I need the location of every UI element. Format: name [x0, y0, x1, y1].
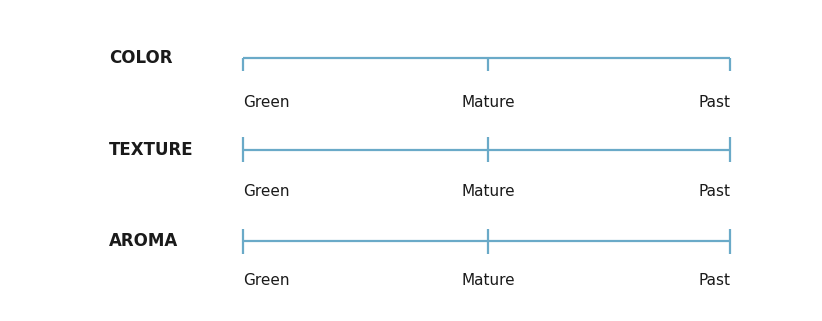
Text: Green: Green [243, 95, 289, 110]
Text: TEXTURE: TEXTURE [109, 141, 194, 159]
Text: Mature: Mature [461, 184, 515, 199]
Text: Past: Past [698, 95, 730, 110]
Text: Mature: Mature [461, 273, 515, 288]
Text: Green: Green [243, 184, 289, 199]
Text: COLOR: COLOR [109, 49, 173, 67]
Text: Mature: Mature [461, 95, 515, 110]
Text: Past: Past [698, 273, 730, 288]
Text: Past: Past [698, 184, 730, 199]
Text: Green: Green [243, 273, 289, 288]
Text: AROMA: AROMA [109, 232, 178, 250]
